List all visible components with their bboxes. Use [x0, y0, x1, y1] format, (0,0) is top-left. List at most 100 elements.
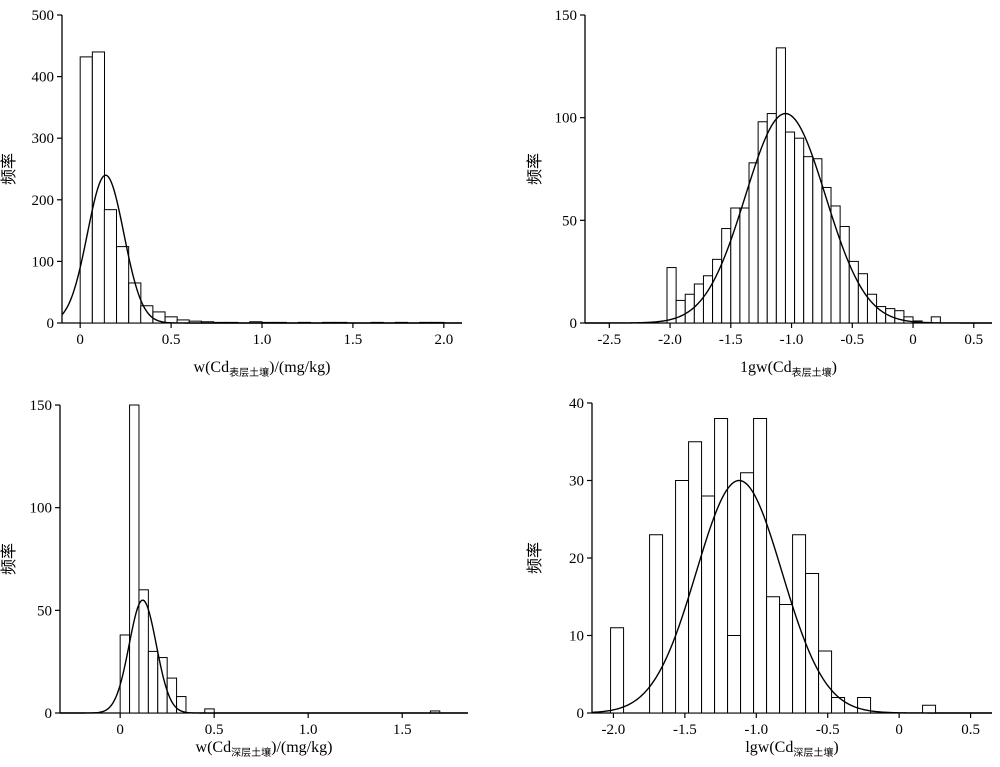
y-tick-label: 100: [30, 501, 53, 517]
y-tick-label: 150: [30, 398, 53, 414]
histogram-bar: [176, 696, 187, 714]
histogram-bar: [727, 635, 742, 714]
histogram-bar: [610, 627, 625, 714]
x-tick-label: -0.5: [816, 722, 840, 738]
y-tick-label: 300: [32, 131, 55, 147]
histogram-bar: [103, 209, 117, 324]
x-axis-label-subscript: 深层土壤: [793, 746, 833, 759]
y-tick-label: 10: [569, 629, 584, 645]
histogram-bar: [649, 534, 664, 714]
x-tick-label: 0: [895, 722, 903, 738]
x-tick-label: 0: [76, 332, 84, 348]
chart-panel-2: -2.5 -2.0 -1.5 -1.0 -0.5 0 0.5 0 50 100 150 频率 1gw(C…: [526, 8, 992, 379]
chart-panel-3: 0 0.5 1.0 1.5 0 50 100 150 频率 w(Cd深层土壤)/(mg/kg): [0, 398, 468, 759]
histogram-bar: [794, 137, 805, 324]
x-axis-label-tail: )/(mg/kg): [271, 739, 332, 756]
histogram-bar: [675, 480, 690, 714]
histogram-bar: [701, 495, 716, 714]
histogram-bar: [775, 47, 786, 324]
histogram-bar: [766, 596, 781, 714]
histogram-bar: [779, 604, 794, 714]
x-tick-label: 1.5: [344, 332, 363, 348]
y-tick-label: 0: [577, 706, 585, 722]
x-tick-label: 1.0: [253, 332, 272, 348]
normal-curve: [60, 599, 468, 714]
x-axis-label: 1gw(Cd表层土壤): [740, 359, 837, 379]
chart-panel-4: -2.0 -1.5 -1.0 -0.5 0 0.5 0 10 20 30 40 频率 lgw(Cd深层土…: [526, 396, 992, 759]
histogram-bar: [129, 404, 140, 714]
y-axis-label: 频率: [526, 153, 544, 185]
histogram-bar: [848, 260, 859, 324]
histogram-bar: [714, 418, 729, 714]
y-tick-label: 0: [570, 316, 578, 332]
x-axis-label-main: w(Cd: [194, 359, 230, 376]
x-tick-label: 0.5: [964, 332, 983, 348]
histogram-bar: [702, 275, 714, 324]
x-tick-label: -0.5: [840, 332, 864, 348]
x-axis-label-tail: )/(mg/kg): [269, 359, 330, 376]
histogram-bar: [138, 589, 149, 714]
x-tick-label: -2.0: [658, 332, 682, 348]
histogram-bar: [79, 56, 93, 324]
x-axis-label: w(Cd表层土壤)/(mg/kg): [194, 359, 331, 379]
x-tick-label: 1.5: [393, 722, 412, 738]
y-tick-label: 20: [569, 551, 584, 567]
y-tick-label: 40: [569, 396, 584, 412]
histogram-bar: [922, 704, 937, 714]
x-axis-label-subscript: 表层土壤: [229, 366, 269, 379]
x-tick-label: -2.0: [602, 722, 626, 738]
x-tick-label: 0: [909, 332, 917, 348]
x-axis-label-subscript: 深层土壤: [231, 746, 271, 759]
x-tick-label: 0.5: [205, 722, 224, 738]
y-tick-label: 150: [555, 8, 578, 24]
histogram-bar: [857, 273, 868, 324]
histogram-bar: [812, 158, 823, 324]
normal-curve: [585, 112, 992, 324]
y-tick-label: 100: [555, 111, 578, 127]
histogram-bar: [784, 131, 796, 324]
histogram-bar: [894, 310, 905, 324]
histogram-bar: [830, 205, 841, 324]
histogram-bar: [166, 677, 178, 714]
y-tick-label: 0: [45, 706, 53, 722]
x-tick-label: -1.0: [744, 722, 768, 738]
x-axis-label-tail: ): [832, 359, 837, 376]
histogram-bar: [666, 267, 677, 324]
y-tick-label: 500: [32, 8, 55, 24]
histogram-bar: [140, 305, 154, 324]
chart-panel-1: 0 0.5 1.0 1.5 2.0 0 100 200 300 400 500 频率 w(Cd表层土壤)…: [0, 8, 462, 379]
histogram-bar: [839, 225, 850, 324]
x-tick-label: 0.5: [162, 332, 181, 348]
x-tick-label: 2.0: [434, 332, 453, 348]
histogram-bar: [748, 162, 759, 324]
y-tick-label: 400: [32, 70, 55, 86]
histogram-bar: [805, 573, 820, 714]
x-axis-label-subscript: 表层土壤: [792, 366, 832, 379]
histogram-bar: [147, 650, 159, 714]
histogram-bar: [128, 282, 142, 324]
x-axis-label-tail: ): [833, 739, 838, 756]
normal-curve: [591, 479, 992, 714]
histogram-bar: [740, 472, 755, 714]
x-tick-label: -1.5: [719, 332, 743, 348]
histogram-bar: [753, 418, 768, 714]
x-axis-label: lgw(Cd深层土壤): [745, 739, 838, 759]
y-tick-label: 30: [569, 474, 584, 490]
x-tick-label: -1.0: [780, 332, 804, 348]
x-axis-label-main: lgw(Cd: [745, 739, 793, 756]
y-tick-label: 200: [32, 193, 55, 209]
x-axis-label-main: 1gw(Cd: [740, 359, 792, 376]
histogram-bar: [116, 246, 130, 324]
x-tick-label: 0.5: [961, 722, 980, 738]
y-tick-label: 0: [47, 316, 55, 332]
y-axis-label: 频率: [526, 542, 544, 574]
x-tick-label: -1.5: [673, 722, 697, 738]
histogram-bar: [766, 113, 777, 324]
y-tick-label: 50: [37, 603, 52, 619]
x-tick-label: 1.0: [299, 722, 318, 738]
histogram-bar: [803, 156, 814, 324]
x-tick-label: 0: [116, 722, 124, 738]
histogram-bar: [739, 207, 750, 324]
y-axis-label: 频率: [0, 153, 18, 185]
